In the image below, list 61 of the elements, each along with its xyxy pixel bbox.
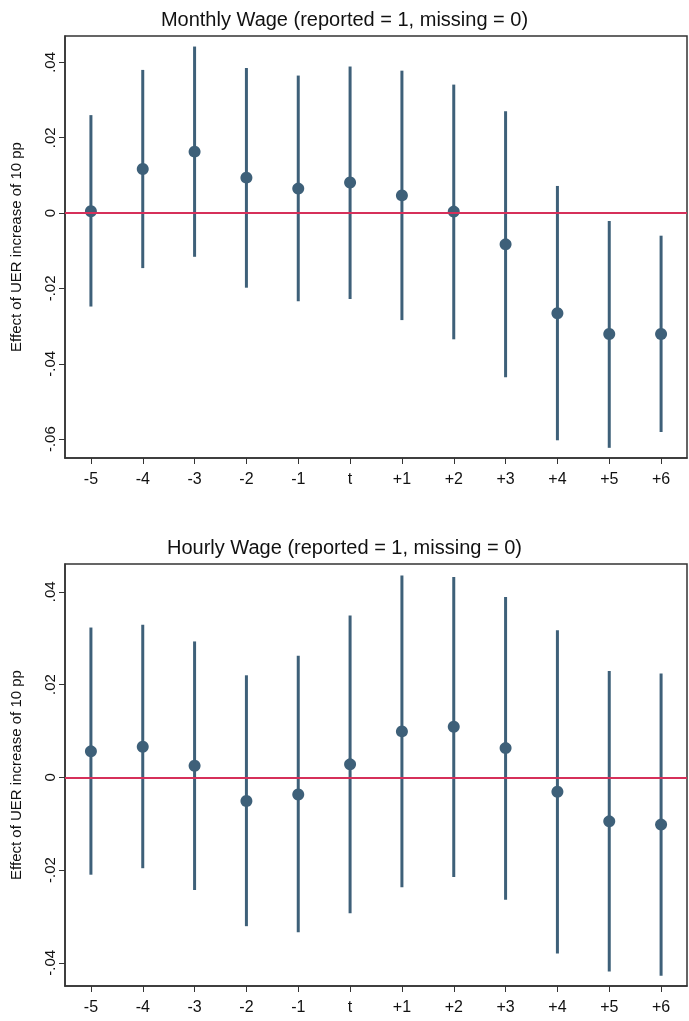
y-tick-label: .04 [41,51,58,73]
y-axis-title: Effect of UER increase of 10 pp [7,670,24,880]
x-tick-label: -1 [291,469,306,487]
x-tick-label: -3 [187,997,202,1015]
x-tick-label: +1 [392,469,412,487]
y-tick-label: -.02 [41,857,58,883]
x-tick-label: -3 [187,469,202,487]
x-tick-label: -2 [239,469,254,487]
point [551,785,564,798]
point [499,742,512,755]
x-tick-label: -2 [239,997,254,1015]
point [292,182,305,195]
point [136,740,149,753]
x-tick-label: +5 [600,997,619,1015]
point [188,145,201,158]
x-tick-label: t [347,469,353,487]
point [292,788,305,801]
y-tick-label: .02 [41,674,58,695]
point [603,328,616,341]
point [240,794,253,807]
x-tick-label: -5 [83,997,99,1015]
point [499,238,512,251]
point [84,745,97,758]
y-tick-label: .02 [41,127,58,149]
point [240,171,253,184]
y-tick-label: .04 [41,581,58,603]
chart-title: Monthly Wage (reported = 1, missing = 0) [160,8,529,30]
point [447,720,460,733]
y-tick-label: -.06 [41,426,58,453]
x-tick-label: t [347,997,353,1015]
point [344,758,357,771]
x-tick-label: +4 [548,469,567,487]
x-tick-label: +6 [651,997,671,1015]
point [344,176,357,189]
point [395,189,408,202]
y-axis-title: Effect of UER increase of 10 pp [7,142,24,352]
y-tick-label: -.04 [41,350,58,377]
x-tick-label: +5 [600,469,619,487]
x-tick-label: -4 [135,997,150,1015]
point [188,759,201,772]
point [395,725,408,738]
y-tick-label: -.04 [41,949,58,976]
x-tick-label: -4 [135,469,150,487]
point [655,818,668,831]
x-tick-label: +3 [496,469,515,487]
x-tick-label: +6 [651,469,671,487]
y-tick-label: 0 [41,208,58,218]
point [551,307,564,320]
x-tick-label: +3 [496,997,515,1015]
x-tick-label: +2 [444,997,463,1015]
point [655,328,668,341]
x-tick-label: +4 [548,997,567,1015]
x-tick-label: -1 [291,997,306,1015]
y-tick-label: -.02 [41,275,58,302]
y-tick-label: 0 [41,773,58,782]
x-tick-label: -5 [83,469,99,487]
x-tick-label: +2 [444,469,463,487]
x-tick-label: +1 [392,997,412,1015]
point [603,815,616,828]
chart-title: Hourly Wage (reported = 1, missing = 0) [167,536,522,558]
point [136,163,149,175]
